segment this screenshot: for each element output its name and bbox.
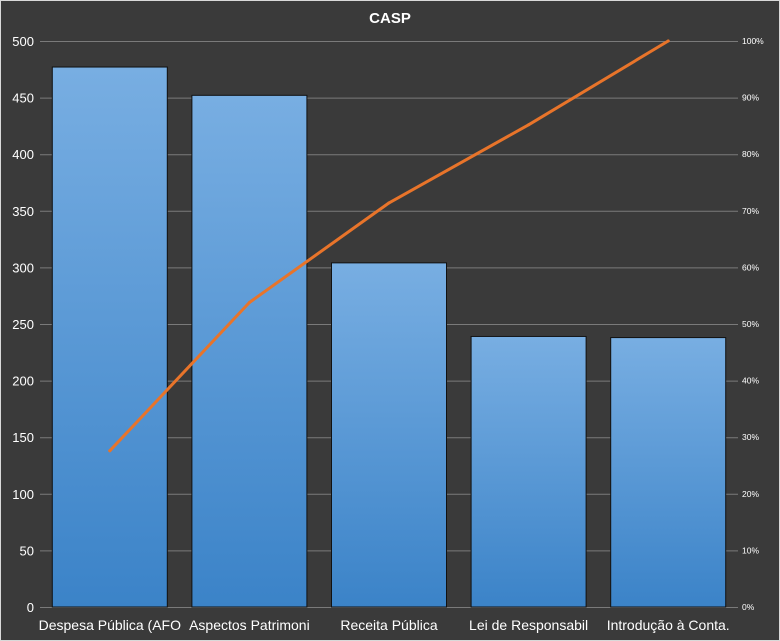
y-tick-label: 200 [12, 374, 34, 389]
y2-tick-label: 50% [742, 319, 759, 329]
y2-tick-label: 70% [742, 206, 759, 216]
x-tick-label: Despesa Pública (AFO [39, 617, 182, 633]
x-tick-label: Aspectos Patrimoni [189, 617, 310, 633]
y2-tick-label: 30% [742, 432, 759, 442]
y-tick-label: 100 [12, 487, 34, 502]
y-tick-label: 300 [12, 260, 34, 275]
bar [331, 262, 447, 608]
y-tick-label: 500 [12, 34, 34, 49]
x-axis: Despesa Pública (AFO Aspectos Patrimoni Re… [39, 617, 730, 633]
y-tick-label: 400 [12, 147, 34, 162]
y2-tick-label: 100% [742, 36, 764, 46]
y2-tick-label: 40% [742, 376, 759, 386]
line-point [666, 39, 670, 43]
line-point [108, 449, 112, 453]
cumulative-line-layer [108, 39, 670, 453]
y-tick-label: 0 [27, 600, 34, 615]
x-tick-label: Introdução à Conta. [607, 617, 730, 633]
y-tick-label: 450 [12, 91, 34, 106]
y2-tick-label: 10% [742, 545, 759, 555]
y-axis-primary: 0 50 100 150 200 250 300 350 400 450 500 [12, 34, 34, 615]
line-point [387, 201, 391, 205]
y-tick-label: 150 [12, 430, 34, 445]
y-tick-label: 350 [12, 204, 34, 219]
line-point [527, 123, 531, 127]
bars [51, 66, 727, 608]
y-tick-label: 50 [20, 543, 34, 558]
x-tick-label: Lei de Responsabil [469, 617, 588, 633]
bar [610, 337, 727, 608]
bar [470, 335, 587, 608]
line-point [247, 300, 251, 304]
y2-tick-label: 60% [742, 262, 759, 272]
y2-tick-label: 20% [742, 489, 759, 499]
y-tick-label: 250 [12, 317, 34, 332]
chart-title: CASP [369, 10, 411, 27]
x-tick-label: Receita Pública [340, 617, 437, 633]
y2-tick-label: 90% [742, 93, 759, 103]
y2-tick-label: 80% [742, 149, 759, 159]
bar [51, 66, 168, 608]
y-axis-secondary: 0% 10% 20% 30% 40% 50% 60% 70% 80% 90% 100% [742, 36, 764, 612]
y2-tick-label: 0% [742, 602, 755, 612]
bar [191, 94, 308, 608]
